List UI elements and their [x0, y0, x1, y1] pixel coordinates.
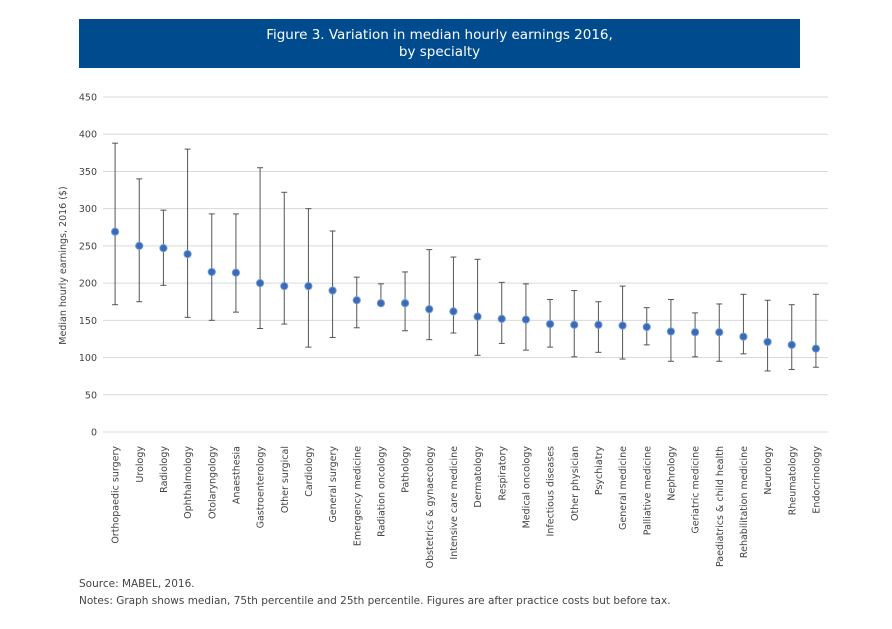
x-category-label: Neurology [763, 446, 774, 495]
median-marker [280, 281, 289, 291]
chart-title-line-1: Figure 3. Variation in median hourly ear… [266, 26, 613, 43]
chart-footer: Source: MABEL, 2016. Notes: Graph shows … [79, 576, 671, 610]
median-marker [739, 332, 748, 341]
x-category-label: Paediatrics & child health [715, 446, 726, 567]
median-marker [135, 241, 144, 250]
y-tick-label: 300 [79, 204, 97, 215]
x-category-label: Radiation oncology [376, 446, 387, 537]
x-category-label: General surgery [328, 446, 339, 523]
median-marker [400, 299, 410, 308]
y-tick-label: 200 [79, 279, 97, 290]
chart-title-banner: Figure 3. Variation in median hourly ear… [79, 19, 800, 68]
x-category-label: Anaesthesia [231, 446, 242, 504]
median-marker [545, 319, 555, 329]
x-category-label: Rheumatology [787, 446, 798, 516]
median-marker [763, 337, 772, 347]
x-category-label: Palliative medicine [642, 446, 653, 535]
median-marker [304, 281, 313, 291]
median-marker [690, 328, 700, 337]
y-tick-label: 150 [79, 316, 97, 327]
median-marker [811, 344, 821, 353]
median-marker [352, 296, 361, 305]
x-category-label: Urology [135, 446, 146, 483]
x-category-label: Respiratory [497, 446, 508, 501]
median-marker [183, 249, 192, 259]
y-tick-label: 250 [79, 241, 97, 252]
x-category-label: Emergency medicine [352, 446, 363, 546]
median-marker [666, 327, 676, 336]
median-marker [376, 299, 386, 308]
x-category-label: Radiology [159, 446, 170, 493]
x-category-label: Nephrology [666, 446, 677, 501]
x-category-label: Other physician [570, 446, 581, 521]
x-category-label: Otolaryngology [207, 446, 218, 519]
y-tick-label: 400 [79, 130, 97, 141]
median-marker [521, 315, 531, 324]
median-marker [159, 244, 168, 253]
x-category-label: Cardiology [304, 446, 315, 497]
x-category-label: Infectious diseases [546, 446, 557, 536]
median-marker [449, 307, 458, 316]
median-marker [642, 322, 651, 332]
x-category-label: Ophthalmology [183, 446, 194, 519]
median-marker [618, 321, 627, 330]
x-category-label: Intensive care medicine [449, 446, 460, 560]
median-marker [715, 328, 724, 337]
y-tick-label: 450 [79, 93, 97, 104]
y-tick-label: 0 [91, 428, 97, 439]
x-category-label: Gastroenterology [256, 446, 267, 529]
x-category-label: Medical oncology [521, 446, 532, 529]
x-category-label: Rehabilitation medicine [739, 446, 750, 558]
median-marker [570, 320, 579, 329]
x-category-label: Other surgical [280, 446, 291, 513]
y-axis-label: Median hourly earnings, 2016 ($) [58, 186, 69, 344]
median-marker [328, 286, 337, 295]
source-note: Source: MABEL, 2016. [79, 578, 195, 590]
median-marker [473, 312, 482, 321]
y-tick-label: 50 [85, 390, 97, 401]
y-tick-label: 350 [79, 167, 97, 178]
median-marker [497, 314, 506, 323]
median-marker [787, 340, 796, 349]
notes-text: Notes: Graph shows median, 75th percenti… [79, 595, 671, 607]
chart-title-line-2: by specialty [398, 43, 481, 60]
median-marker [255, 279, 265, 288]
x-category-label: Endocrinology [811, 446, 822, 514]
median-marker [425, 305, 434, 314]
x-category-label: General medicine [618, 446, 629, 530]
x-category-label: Dermatology [473, 446, 484, 508]
x-category-label: Pathology [401, 446, 412, 493]
x-category-label: Obstetrics & gynaecology [425, 446, 436, 569]
median-marker [207, 267, 216, 277]
y-tick-label: 100 [79, 353, 97, 364]
median-marker [231, 268, 241, 277]
x-category-label: Orthopaedic surgery [111, 446, 122, 544]
median-marker [110, 227, 120, 236]
x-category-label: Psychiatry [594, 446, 605, 495]
x-category-label: Geriatric medicine [691, 446, 702, 534]
median-marker [594, 320, 603, 329]
